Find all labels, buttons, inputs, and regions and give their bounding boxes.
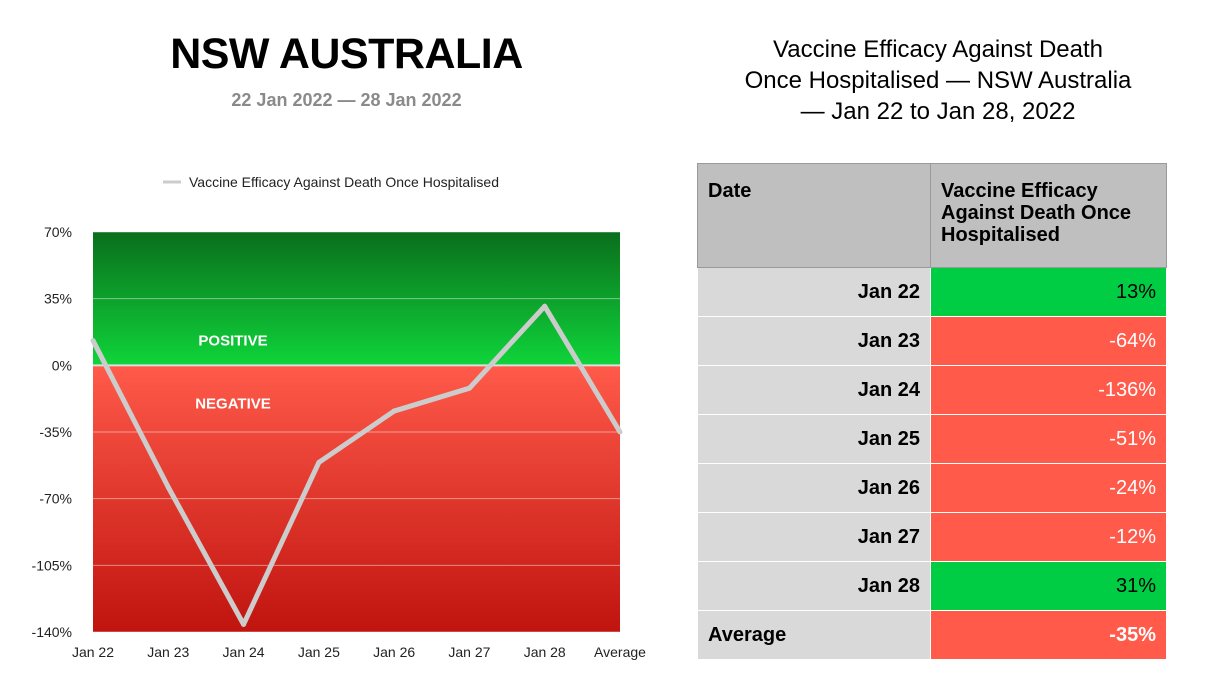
efficacy-value-cell: -64%: [930, 316, 1167, 366]
date-cell: Jan 27: [697, 512, 931, 562]
table-row: Jan 22 13%: [697, 267, 1167, 317]
table-header-row: Date Vaccine Efficacy Against Death Once…: [697, 163, 1167, 268]
y-tick-label: -35%: [39, 424, 72, 440]
table-row: Jan 27 -12%: [697, 512, 1167, 562]
data-point: [391, 408, 397, 414]
table-title-line-1: Vaccine Efficacy Against Death: [773, 36, 1103, 63]
y-tick-label: -70%: [39, 491, 72, 507]
data-point: [90, 338, 96, 344]
negative-region: [93, 365, 620, 632]
date-cell: Jan 28: [697, 561, 931, 611]
table-body: Jan 22 13% Jan 23 -64% Jan 24 -136% Jan 25 -51%…: [697, 267, 1167, 660]
efficacy-value-cell: 31%: [930, 561, 1167, 611]
date-cell: Jan 25: [697, 414, 931, 464]
x-tick-label: Jan 26: [373, 644, 415, 660]
data-point: [617, 429, 623, 435]
date-cell: Jan 26: [697, 463, 931, 513]
table-row: Jan 24 -136%: [697, 365, 1167, 415]
x-tick-label: Jan 28: [524, 644, 566, 660]
data-point: [542, 303, 548, 309]
table-row: Jan 26 -24%: [697, 463, 1167, 513]
table-title: Vaccine Efficacy Against Death Once Hosp…: [693, 34, 1183, 127]
negative-region-label: NEGATIVE: [195, 395, 271, 412]
table-row: Jan 23 -64%: [697, 316, 1167, 366]
y-tick-label: 0%: [52, 357, 72, 373]
table-row: Jan 28 31%: [697, 561, 1167, 611]
x-tick-label: Jan 27: [448, 644, 490, 660]
legend-label: Vaccine Efficacy Against Death Once Hosp…: [189, 174, 499, 190]
table-title-line-2: Once Hospitalised — NSW Australia: [744, 67, 1132, 94]
y-gridlines: [93, 231, 620, 633]
y-tick-label: -105%: [32, 557, 72, 573]
efficacy-series-line: [90, 303, 623, 627]
table-title-line-3: — Jan 22 to Jan 28, 2022: [800, 98, 1076, 125]
y-tick-label: 35%: [44, 291, 72, 307]
x-axis-tick-labels: Jan 22 Jan 23 Jan 24 Jan 25 Jan 26 Jan 27 Jan …: [72, 644, 646, 660]
date-cell: Jan 24: [697, 365, 931, 415]
date-cell: Jan 23: [697, 316, 931, 366]
y-tick-label: 70%: [44, 224, 72, 240]
data-point: [241, 621, 247, 627]
data-point: [316, 459, 322, 465]
x-tick-label: Jan 25: [298, 644, 340, 660]
x-tick-label: Jan 22: [72, 644, 114, 660]
table-row: Jan 25 -51%: [697, 414, 1167, 464]
efficacy-value-cell: -136%: [930, 365, 1167, 415]
positive-region: [93, 232, 620, 366]
header-efficacy: Vaccine Efficacy Against Death Once Hosp…: [930, 163, 1167, 268]
chart-subtitle: 22 Jan 2022 — 28 Jan 2022: [231, 90, 462, 110]
efficacy-value-cell: 13%: [930, 267, 1167, 317]
efficacy-value-cell: -12%: [930, 512, 1167, 562]
efficacy-line-chart: Vaccine Efficacy Against Death Once Hosp…: [32, 174, 647, 660]
efficacy-table: Date Vaccine Efficacy Against Death Once…: [697, 163, 1167, 660]
x-tick-label: Average: [594, 644, 646, 660]
chart-legend: Vaccine Efficacy Against Death Once Hosp…: [163, 174, 499, 190]
efficacy-value-cell: -51%: [930, 414, 1167, 464]
efficacy-data-points: [90, 303, 623, 627]
data-point: [466, 385, 472, 391]
positive-region-label: POSITIVE: [198, 333, 267, 350]
date-cell: Jan 22: [697, 267, 931, 317]
chart-title: NSW AUSTRALIA: [170, 30, 523, 78]
x-tick-label: Jan 23: [147, 644, 189, 660]
y-tick-label: -140%: [32, 624, 72, 640]
average-value-cell: -35%: [930, 610, 1167, 660]
x-tick-label: Jan 24: [223, 644, 265, 660]
y-axis-tick-labels: 70% 35% 0% -35% -70% -105% -140%: [32, 224, 72, 640]
efficacy-value-cell: -24%: [930, 463, 1167, 513]
header-date: Date: [697, 163, 931, 268]
table-average-row: Average -35%: [697, 610, 1167, 660]
average-label-cell: Average: [697, 610, 931, 660]
data-point: [165, 484, 171, 490]
